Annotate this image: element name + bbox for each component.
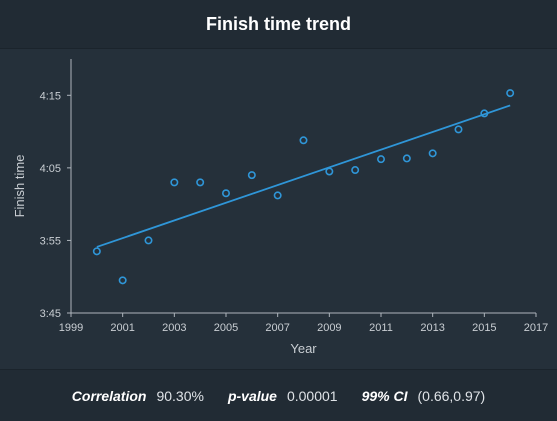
- y-tick-label: 3:55: [40, 235, 61, 247]
- y-tick-label: 4:05: [40, 163, 61, 175]
- data-point: [247, 171, 256, 180]
- plot-area: 1999 2001 2003 2005 2007 2009 2011 2013 2015 2017…: [0, 49, 557, 369]
- y-tick-label: 4:15: [40, 90, 61, 102]
- data-point: [118, 276, 127, 285]
- y-axis-label: Finish time: [12, 155, 27, 218]
- x-tick-label: 1999: [59, 322, 83, 334]
- x-tick-label: 2005: [214, 322, 238, 334]
- x-axis-label: Year: [290, 341, 317, 356]
- data-point: [170, 178, 179, 187]
- x-tick-label: 2007: [265, 322, 289, 334]
- stats-footer: Correlation 90.30% p-value 0.00001 99% C…: [0, 369, 557, 421]
- title-bar: Finish time trend: [0, 0, 557, 49]
- data-point: [480, 109, 489, 118]
- y-tick-label: 3:45: [40, 308, 61, 320]
- pvalue-label: p-value: [227, 387, 277, 404]
- data-point: [428, 149, 437, 158]
- scatter-plot: 1999 2001 2003 2005 2007 2009 2011 2013 2015 2017…: [12, 59, 548, 356]
- x-tick-label: 2015: [472, 322, 496, 334]
- data-point: [376, 155, 385, 164]
- data-point: [299, 136, 308, 145]
- data-point: [196, 178, 205, 187]
- data-point: [454, 125, 463, 134]
- data-point: [351, 166, 360, 175]
- x-tick-label: 2017: [524, 322, 548, 334]
- data-point: [506, 89, 515, 98]
- data-point: [273, 191, 282, 200]
- x-tick-label: 2009: [317, 322, 341, 334]
- ci-value: (0.66,0.97): [417, 387, 486, 404]
- x-tick-label: 2003: [162, 322, 186, 334]
- pvalue-value: 0.00001: [286, 387, 338, 404]
- data-point: [144, 236, 153, 245]
- correlation-value: 90.30%: [156, 387, 204, 404]
- ci-stat: 99% CI (0.66,0.97): [362, 388, 486, 404]
- data-point: [402, 154, 411, 163]
- chart-title: Finish time trend: [205, 13, 351, 34]
- ci-label: 99% CI: [361, 387, 408, 404]
- x-tick-label: 2011: [369, 322, 393, 334]
- x-tick-label: 2001: [110, 322, 134, 334]
- correlation-label: Correlation: [71, 387, 147, 404]
- correlation-stat: Correlation 90.30%: [72, 388, 204, 404]
- pvalue-stat: p-value 0.00001: [228, 388, 338, 404]
- data-point: [92, 247, 101, 256]
- data-point: [325, 167, 334, 176]
- trend-line: [96, 104, 511, 248]
- x-tick-label: 2013: [420, 322, 444, 334]
- data-point: [222, 189, 231, 198]
